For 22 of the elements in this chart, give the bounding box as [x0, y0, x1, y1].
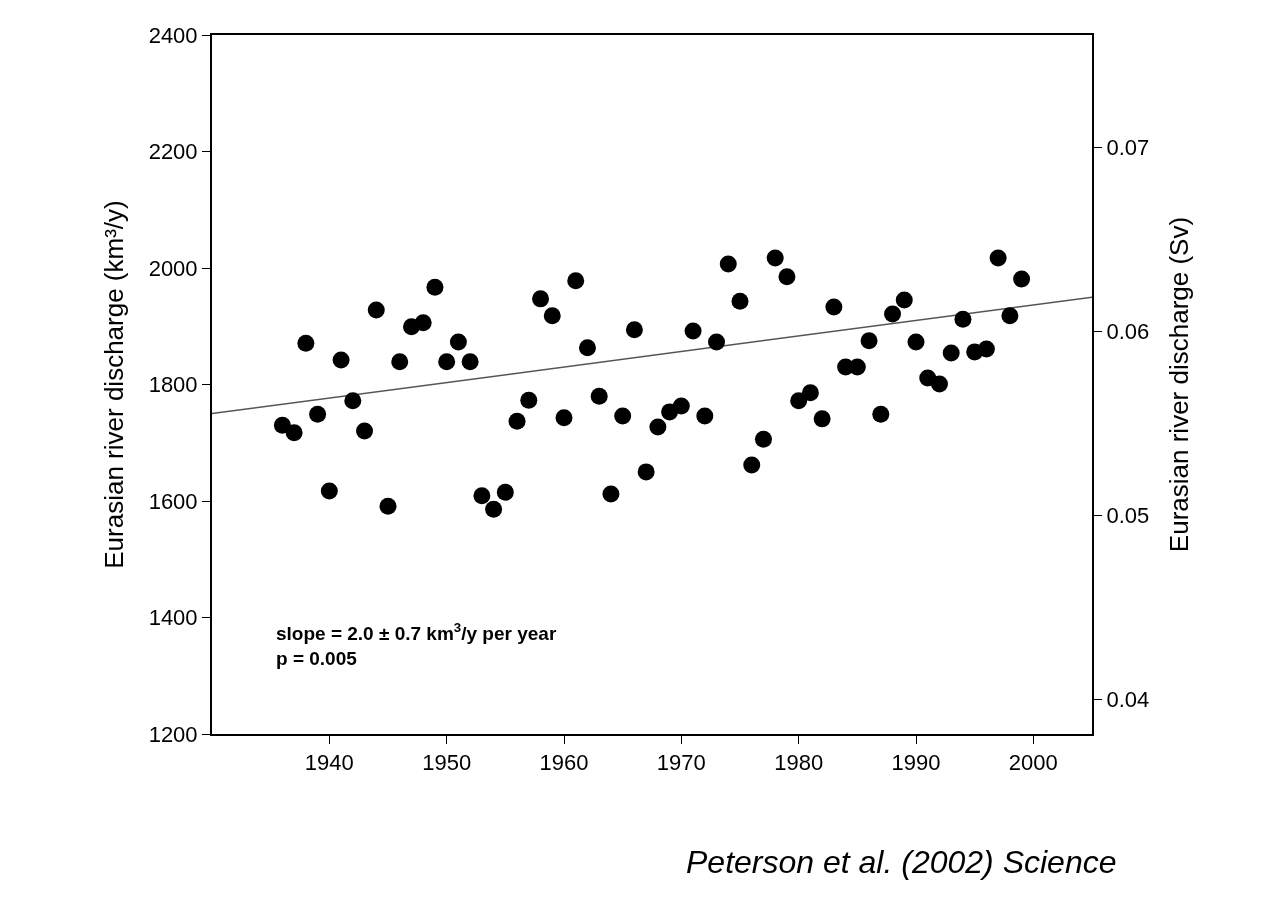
y-tick-label: 1800 — [148, 372, 198, 398]
y-tick-label: 1600 — [148, 488, 198, 514]
x-tick-label: 1960 — [539, 750, 589, 776]
x-tick-label: 1940 — [304, 750, 354, 776]
x-tick-label: 1980 — [774, 750, 824, 776]
x-tick-label: 1990 — [891, 750, 941, 776]
y2-tick-label: 0.06 — [1106, 318, 1150, 344]
text: slope = 2.0 ± 0.7 km$^{3}$/y per year p = 0.005 — [276, 620, 557, 669]
y2-axis-title: Eurasian river discharge (Sv) — [1164, 216, 1195, 553]
text: Peterson et al. (2002) Science — [686, 844, 1117, 880]
x-tick-label: 2000 — [1008, 750, 1058, 776]
y-tick-label: 2000 — [148, 255, 198, 281]
y-tick-label: 2200 — [148, 139, 198, 165]
x-tick-label: 1970 — [656, 750, 706, 776]
y2-tick-label: 0.04 — [1106, 686, 1150, 712]
y-axis-title: Eurasian river discharge (km³/y) — [98, 200, 129, 569]
y-tick-label: 2400 — [148, 22, 198, 48]
y-tick-label: 1200 — [148, 721, 198, 747]
y2-tick-label: 0.05 — [1106, 502, 1150, 528]
x-tick-label: 1950 — [422, 750, 472, 776]
y-tick-label: 1400 — [148, 605, 198, 631]
y2-tick-label: 0.07 — [1106, 134, 1150, 160]
